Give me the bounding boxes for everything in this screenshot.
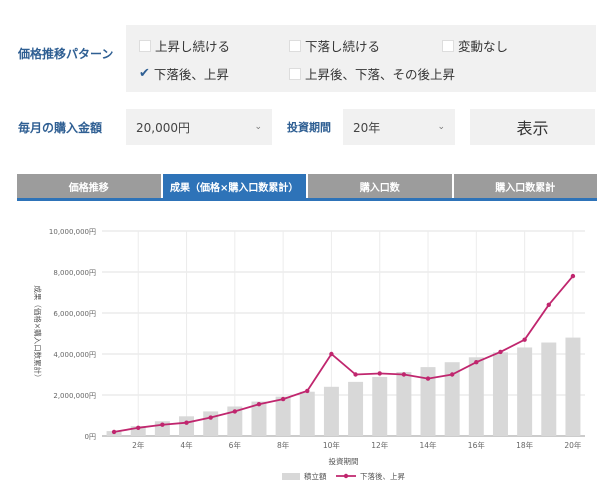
bar [396, 372, 412, 436]
line-point [474, 360, 479, 365]
y-tick-label: 4,000,000円 [53, 351, 96, 359]
period-label: 投資期間 [287, 121, 331, 134]
legend-bar-swatch [282, 473, 300, 480]
chart: 0円 2,000,000円 4,000,000円 6,000,000円 8,000,00… [33, 228, 585, 481]
line-point [329, 351, 334, 357]
series-line [113, 275, 574, 433]
tab-2[interactable]: 購入口数 [308, 174, 452, 198]
line-point [111, 429, 117, 435]
chevron-down-icon: ⌄ [254, 122, 262, 132]
legend-line-marker [343, 473, 349, 479]
x-tick-label: 8年 [277, 440, 290, 450]
bar [251, 401, 267, 436]
line-point [160, 422, 165, 427]
checkbox-icon [139, 39, 151, 52]
x-tick-label: 4年 [180, 440, 193, 450]
pattern-panel [126, 25, 596, 92]
line-point [136, 425, 141, 430]
x-axis-label: 投資期間 [329, 456, 359, 466]
tab-3[interactable]: 購入口数累計 [453, 174, 597, 198]
pattern-option[interactable]: 変動なし [442, 36, 508, 55]
period-value: 20年 [353, 120, 381, 135]
bar [372, 376, 388, 436]
bar [203, 411, 219, 436]
show-button[interactable]: 表示 [470, 109, 595, 145]
pattern-option-label: 下落後、上昇 [153, 67, 229, 82]
line-point [449, 372, 455, 377]
bar [299, 391, 315, 436]
chevron-down-icon: ⌄ [437, 122, 445, 132]
bar [227, 406, 243, 436]
legend-line-label: 下落後、上昇 [360, 471, 405, 481]
bar [348, 381, 364, 436]
purchase-select[interactable]: 20,000円 ⌄ [126, 109, 272, 145]
pattern-label: 価格推移パターン [18, 47, 114, 61]
y-tick-label: 0円 [85, 433, 96, 441]
pattern-option-label: 上昇し続ける [155, 39, 231, 54]
pattern-option[interactable]: 下落し続ける [289, 36, 380, 55]
line-point [522, 337, 527, 342]
checkbox-icon [442, 39, 454, 52]
bar [541, 342, 557, 436]
line-point [425, 376, 431, 381]
period-select[interactable]: 20年 ⌄ [343, 109, 455, 145]
line-point [184, 420, 189, 425]
line-point [232, 409, 238, 414]
purchase-label: 毎月の購入金額 [18, 121, 103, 135]
line-point [280, 396, 286, 402]
bar [130, 426, 146, 436]
bar [179, 416, 195, 436]
y-tick-label: 10,000,000円 [49, 228, 96, 236]
x-tick-label: 14年 [420, 440, 438, 450]
y-tick-label: 8,000,000円 [53, 269, 96, 277]
tab-underline [17, 198, 597, 201]
bar [420, 367, 436, 436]
line-point [305, 388, 310, 394]
x-tick-label: 10年 [323, 440, 341, 450]
bar [444, 362, 460, 436]
legend-bar-label: 積立額 [304, 471, 327, 481]
pattern-option[interactable]: 上昇し続ける [139, 36, 230, 55]
bar [492, 352, 508, 436]
pattern-option-label: 変動なし [458, 39, 509, 54]
bar [323, 386, 339, 436]
x-tick-label: 20年 [564, 440, 582, 450]
line-point [498, 349, 503, 355]
line-point [377, 371, 382, 376]
bar [275, 396, 291, 436]
checkbox-icon [289, 39, 301, 52]
checkmark-icon: ✔ [139, 66, 150, 81]
x-tick-label: 6年 [229, 440, 242, 450]
bar [517, 347, 533, 436]
checkbox-icon [289, 67, 301, 80]
line-point [256, 402, 262, 407]
y-tick-label: 6,000,000円 [53, 310, 96, 318]
pattern-option[interactable]: 上昇後、下落、その後上昇 [289, 64, 455, 83]
x-tick-label: 12年 [371, 440, 389, 450]
purchase-value: 20,000円 [136, 120, 190, 135]
x-tick-label: 18年 [516, 440, 534, 450]
line-point [546, 302, 551, 307]
line-point [208, 415, 213, 420]
y-axis-label: 成果（価格×購入口数累計） [33, 285, 43, 381]
bar [565, 337, 581, 436]
line-point [353, 372, 358, 377]
line-point [401, 372, 407, 377]
y-tick-label: 2,000,000円 [53, 392, 96, 400]
pattern-option-label: 下落し続ける [305, 39, 381, 54]
pattern-option-label: 上昇後、下落、その後上昇 [305, 67, 456, 82]
line-point [570, 273, 576, 279]
x-tick-label: 2年 [132, 440, 145, 450]
bar [468, 357, 484, 436]
pattern-option[interactable]: ✔ 下落後、上昇 [139, 64, 229, 83]
x-tick-label: 16年 [468, 440, 486, 450]
tab-1[interactable]: 成果（価格×購入口数累計） [162, 174, 306, 198]
tab-0[interactable]: 価格推移 [17, 174, 161, 198]
